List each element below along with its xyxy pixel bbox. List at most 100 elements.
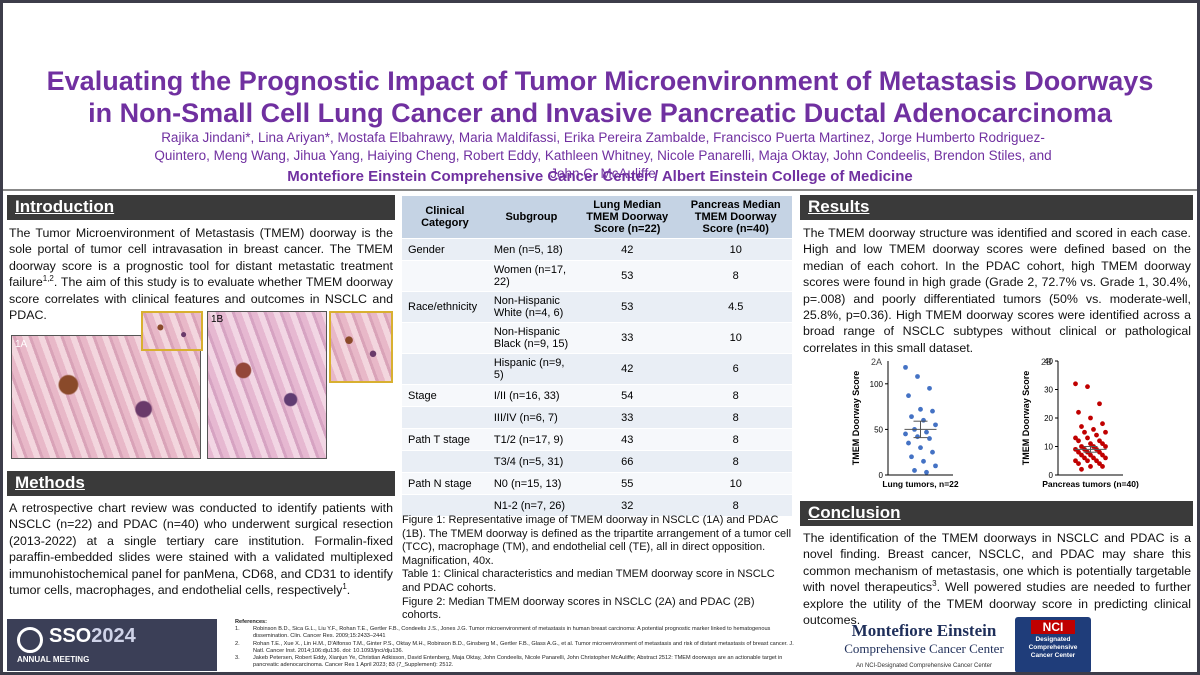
table-cell <box>402 494 488 517</box>
table-cell: 42 <box>574 238 680 261</box>
badge-line: Comprehensive <box>1028 644 1078 651</box>
table-cell: N1-2 (n=7, 26) <box>487 494 575 517</box>
y-tick-label: 40 <box>1044 357 1053 366</box>
caption: Figure 1: Representative image of TMEM d… <box>402 514 792 567</box>
sso-logo: SSO2024 ANNUAL MEETING <box>7 619 217 671</box>
text: The identification of the TMEM doorways … <box>803 531 1191 595</box>
panel-label: 2A <box>871 357 882 367</box>
affiliation: Montefiore Einstein Comprehensive Cancer… <box>287 168 913 185</box>
data-point <box>921 417 926 423</box>
data-point <box>1100 464 1105 469</box>
montefiore-logo: Montefiore Einstein Comprehensive Cancer… <box>839 621 1009 669</box>
references-heading: References: <box>235 619 268 625</box>
reference-number: 2. <box>235 640 240 647</box>
table-cell: Women (n=17, 22) <box>487 260 575 292</box>
data-point <box>903 431 908 437</box>
data-point <box>903 364 908 370</box>
x-axis-label: Lung tumors, n=22 <box>882 479 959 489</box>
data-point <box>1100 421 1105 427</box>
data-point <box>1103 429 1108 435</box>
table-cell: Men (n=5, 18) <box>487 238 575 261</box>
data-point <box>1079 444 1084 449</box>
divider <box>3 189 1197 191</box>
reference-text: Rohan T.E., Xue X., Lin H.M., D'Alfonso … <box>253 640 794 654</box>
data-point <box>906 393 911 399</box>
data-point <box>1082 455 1087 461</box>
data-point <box>1073 458 1078 464</box>
data-point <box>1100 452 1105 458</box>
data-point <box>1076 461 1081 466</box>
data-point <box>1085 435 1090 441</box>
table-body: Gender Men (n=5, 18) 42 10 Women (n=17, 22) 5… <box>402 238 792 517</box>
table-row: Women (n=17, 22) 53 8 <box>402 260 792 292</box>
data-point <box>924 429 929 435</box>
reference-number: 1. <box>235 626 240 633</box>
data-point <box>918 406 923 412</box>
data-point <box>1097 401 1102 407</box>
table-cell: 8 <box>679 384 792 407</box>
reference: 1. Robinson B.D., Sica G.L., Liu Y.F., Ro… <box>235 626 795 640</box>
data-point <box>1079 466 1084 472</box>
badge-line: Designated <box>1035 636 1071 643</box>
data-point <box>915 374 920 379</box>
text: . <box>346 583 351 598</box>
table-cell: III/IV (n=6, 7) <box>487 406 575 429</box>
table-row: T3/4 (n=5, 31) 66 8 <box>402 450 792 473</box>
column-header: Clinical Category <box>402 196 488 239</box>
table-row: Path N stage N0 (n=15, 13) 55 10 <box>402 472 792 495</box>
table-cell: 8 <box>679 428 792 451</box>
y-axis-label: TMEM Doorway Score <box>851 371 861 466</box>
superscript: 1 <box>342 581 347 591</box>
table-cell: Gender <box>402 238 488 261</box>
data-point <box>930 408 935 414</box>
x-axis-label: Pancreas tumors (n=40) <box>1042 479 1139 489</box>
reference-text: Robinson B.D., Sica G.L., Liu Y.F., Roha… <box>253 626 771 640</box>
text: . Well powered studies are needed to fur… <box>803 580 1191 628</box>
table-cell: 6 <box>679 353 792 385</box>
column-header: Pancreas Median TMEM Doorway Score (n=40… <box>679 196 792 239</box>
table-row: Path T stage T1/2 (n=17, 9) 43 8 <box>402 428 792 451</box>
table-cell: Race/ethnicity <box>402 291 488 323</box>
logo-text: ANNUAL MEETING <box>17 655 90 664</box>
data-point <box>912 468 917 473</box>
table-cell: 55 <box>574 472 680 495</box>
data-point <box>915 434 920 440</box>
header-row: Clinical Category Subgroup Lung Median TME… <box>402 196 792 239</box>
section-heading: Results <box>800 195 1193 220</box>
data-point <box>1088 441 1093 447</box>
table-cell: N0 (n=15, 13) <box>487 472 575 495</box>
table-cell: T3/4 (n=5, 31) <box>487 450 575 473</box>
data-point <box>933 463 938 469</box>
micrograph-inset <box>141 311 203 351</box>
references: References: 1. Robinson B.D., Sica G.L., L… <box>235 619 795 669</box>
paragraph: The identification of the TMEM doorways … <box>803 530 1191 628</box>
data-point <box>1088 452 1093 458</box>
image-label: 1B <box>211 314 224 325</box>
micrograph <box>11 335 201 459</box>
captions: Figure 1: Representative image of TMEM d… <box>402 514 794 623</box>
table-row: Race/ethnicity Non-Hispanic White (n=4, 6… <box>402 291 792 323</box>
table-cell <box>402 322 488 354</box>
logo-ring <box>17 627 43 653</box>
data-point <box>1103 444 1108 449</box>
reference: 3. Jakeb Petersen, Robert Eddy, Xianjun Y… <box>235 655 795 669</box>
table-cell: 42 <box>574 353 680 385</box>
data-point <box>1073 381 1078 387</box>
nci-badge: NCI Designated Comprehensive Cancer Center <box>1015 617 1091 672</box>
data-point <box>927 436 932 441</box>
data-point <box>1097 438 1102 444</box>
data-point <box>1076 449 1081 455</box>
table-cell: 33 <box>574 406 680 429</box>
table-cell <box>402 260 488 292</box>
data-point <box>1097 461 1102 466</box>
caption: Figure 2: Median TMEM doorway scores in … <box>402 595 755 622</box>
data-point <box>1076 409 1081 415</box>
section-heading: Introduction <box>7 195 395 220</box>
paragraph: The Tumor Microenvironment of Metastasis… <box>9 225 393 323</box>
y-tick-label: 100 <box>870 380 884 389</box>
micrograph-inset <box>329 311 393 383</box>
reference-text: Jakeb Petersen, Robert Eddy, Xianjun Ye,… <box>253 655 783 669</box>
reference: 2. Rohan T.E., Xue X., Lin H.M., D'Alfons… <box>235 641 795 655</box>
data-point <box>1091 427 1096 432</box>
column-header: Lung Median TMEM Doorway Score (n=22) <box>574 196 680 239</box>
